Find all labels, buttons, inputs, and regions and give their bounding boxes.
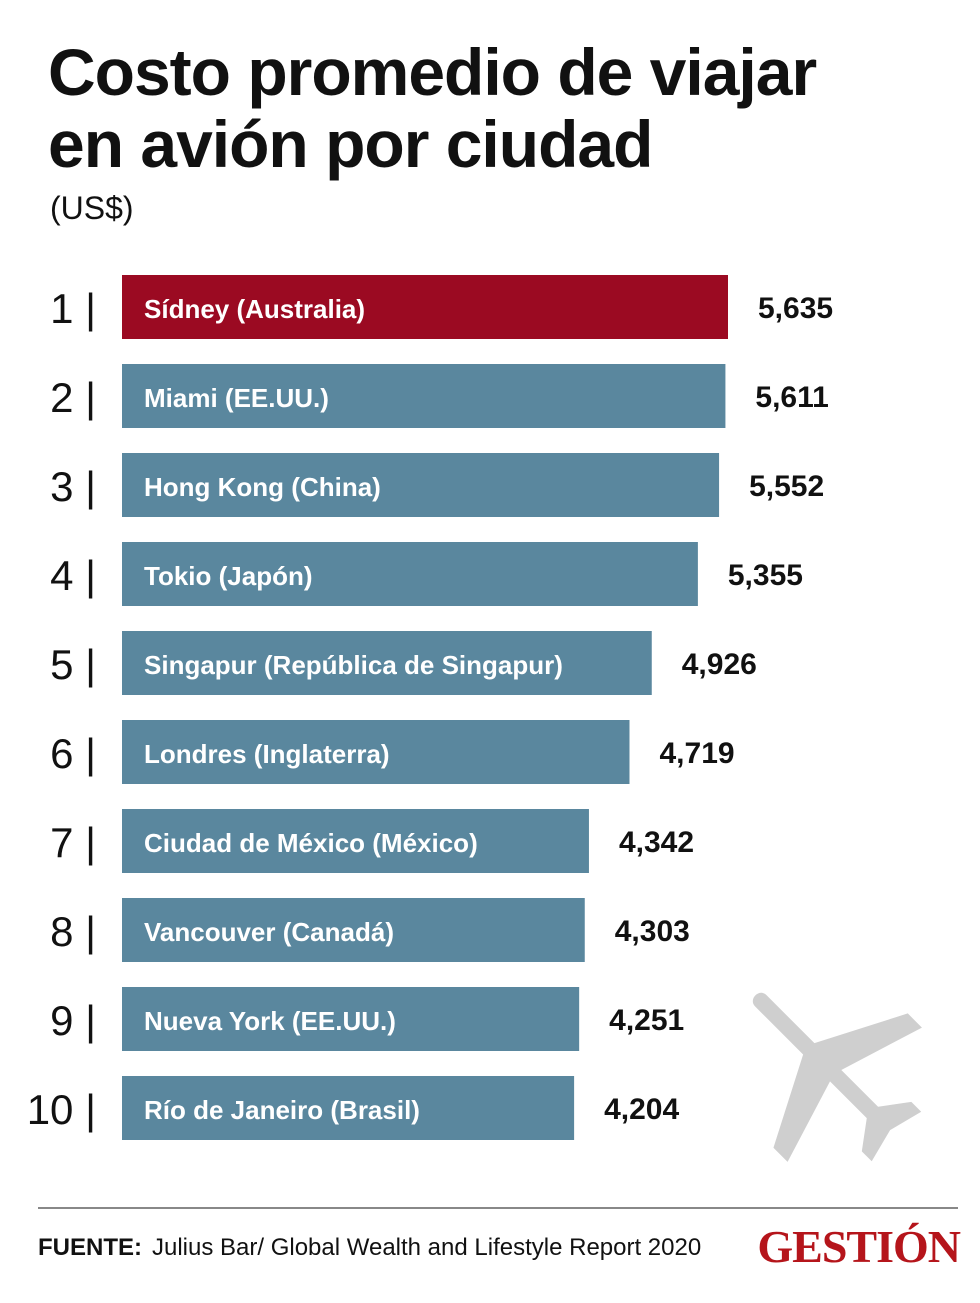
bar-label-4: Tokio (Japón) xyxy=(144,561,313,591)
source-text: Julius Bar/ Global Wealth and Lifestyle … xyxy=(152,1234,702,1261)
rank-label-2: 2 | xyxy=(50,374,96,421)
value-label-5: 4,926 xyxy=(682,648,757,681)
bar-5 xyxy=(122,631,652,695)
rank-label-9: 9 | xyxy=(50,997,96,1044)
bar-label-1: Sídney (Australia) xyxy=(144,294,365,324)
source-label: FUENTE: xyxy=(38,1234,142,1261)
bar-label-3: Hong Kong (China) xyxy=(144,472,381,502)
bar-label-9: Nueva York (EE.UU.) xyxy=(144,1006,396,1036)
bar-label-6: Londres (Inglaterra) xyxy=(144,739,390,769)
bar-label-10: Río de Janeiro (Brasil) xyxy=(144,1095,420,1125)
value-label-2: 5,611 xyxy=(755,381,828,414)
value-label-10: 4,204 xyxy=(604,1093,679,1126)
value-label-6: 4,719 xyxy=(659,737,734,770)
value-label-7: 4,342 xyxy=(619,826,694,859)
bar-label-5: Singapur (República de Singapur) xyxy=(144,650,563,680)
rank-label-1: 1 | xyxy=(50,285,96,332)
rank-label-5: 5 | xyxy=(50,641,96,688)
chart-title-line-1: Costo promedio de viajar xyxy=(48,35,817,109)
airplane-icon xyxy=(752,992,922,1162)
chart-title-line-2: en avión por ciudad xyxy=(48,107,653,181)
bar-label-7: Ciudad de México (México) xyxy=(144,828,478,858)
bar-8 xyxy=(122,898,585,962)
bar-chart: 1 | Sídney (Australia) 5,635 2 | Miami (EE.U… xyxy=(27,275,833,1140)
rank-label-6: 6 | xyxy=(50,730,96,777)
rank-label-10: 10 | xyxy=(27,1086,96,1133)
rank-label-3: 3 | xyxy=(50,463,96,510)
chart-subtitle: (US$) xyxy=(50,190,134,226)
bar-4 xyxy=(122,542,698,606)
bar-1 xyxy=(122,275,728,339)
value-label-8: 4,303 xyxy=(615,915,690,948)
bar-9 xyxy=(122,987,580,1051)
value-label-9: 4,251 xyxy=(609,1004,684,1037)
rank-label-8: 8 | xyxy=(50,908,96,955)
brand-logo: GESTIÓN xyxy=(757,1221,961,1272)
value-label-1: 5,635 xyxy=(758,292,833,325)
bar-label-2: Miami (EE.UU.) xyxy=(144,383,329,413)
footer-divider xyxy=(38,1207,958,1209)
rank-label-4: 4 | xyxy=(50,552,96,599)
bar-label-8: Vancouver (Canadá) xyxy=(144,917,394,947)
value-label-4: 5,355 xyxy=(728,559,803,592)
source-note: FUENTE: Julius Bar/ Global Wealth and Lif… xyxy=(38,1234,701,1262)
chart-title: Costo promedio de viajar en avión por ci… xyxy=(48,36,948,180)
bar-10 xyxy=(122,1076,575,1140)
rank-label-7: 7 | xyxy=(50,819,96,866)
bar-7 xyxy=(122,809,589,873)
bar-2 xyxy=(122,364,726,428)
bar-6 xyxy=(122,720,630,784)
value-label-3: 5,552 xyxy=(749,470,824,503)
bar-3 xyxy=(122,453,720,517)
